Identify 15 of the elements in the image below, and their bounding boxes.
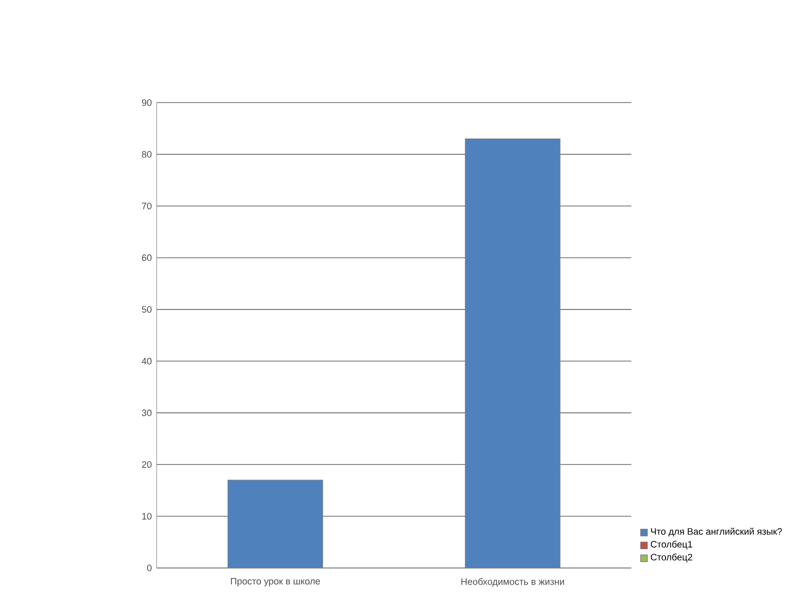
y-tick-label: 30: [142, 410, 152, 416]
y-tick-label: 50: [142, 306, 152, 313]
legend-label: Столбец2: [650, 554, 692, 562]
y-tick-label: 0: [147, 564, 152, 572]
y-tick-label: 20: [142, 461, 152, 468]
legend-label: Что для Вас английский язык?: [651, 528, 782, 537]
y-tick-label: 40: [142, 358, 152, 364]
x-tick-label: Просто урок в школе: [230, 578, 320, 586]
y-tick-label: 60: [142, 254, 152, 262]
legend-label: Столбец1: [650, 540, 692, 550]
y-tick-label: 10: [142, 512, 152, 520]
y-tick-label: 70: [142, 202, 152, 210]
y-tick-label: 90: [142, 99, 152, 106]
x-tick-label: Необходимость в жизни: [461, 578, 564, 587]
y-tick-label: 80: [142, 151, 152, 158]
